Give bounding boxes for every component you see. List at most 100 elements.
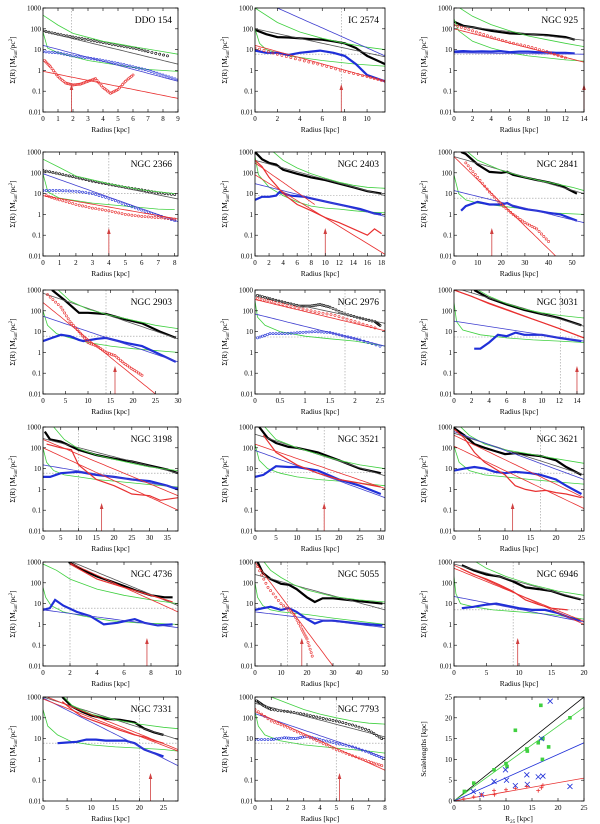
y-tick-label: 0.1 [32, 642, 41, 650]
plot-frame [254, 426, 386, 532]
data-point [119, 358, 122, 362]
data-point [268, 332, 272, 336]
subplot-ngc-5055: 0 10 20 30 40 50 0.01 0.1 1 10 100 1000 Radius [kpc]… [220, 559, 389, 689]
x-tick-label: 30 [146, 534, 154, 542]
x-tick-label: 25 [356, 534, 364, 542]
data-point [131, 46, 135, 50]
series-disk_data [43, 470, 178, 491]
data-point [83, 37, 87, 41]
x-tick-label: 10 [538, 397, 546, 405]
y-tick-label: 0.01 [29, 663, 42, 671]
x-tick-label: 20 [498, 259, 506, 267]
y-tick-label: 0.1 [244, 88, 253, 96]
data-point [540, 783, 545, 788]
x-tick-label: 14 [350, 259, 358, 267]
x-tick-label: 7 [146, 115, 150, 123]
y-tick-label: 0.1 [443, 642, 452, 650]
data-point [471, 794, 476, 799]
data-point [100, 84, 103, 88]
data-point [117, 211, 121, 215]
series-green_upper [458, 8, 584, 47]
data-point [92, 77, 96, 81]
y-tick-label: 1 [250, 349, 254, 357]
data-point [137, 48, 141, 51]
data-point [84, 205, 88, 209]
plot-area [454, 152, 584, 256]
data-point [258, 335, 262, 339]
data-point [309, 309, 313, 313]
data-point [317, 311, 321, 314]
data-point [279, 602, 283, 606]
data-point [91, 78, 94, 82]
data-point [83, 80, 87, 84]
y-tick-label: 10 [34, 190, 42, 198]
series-green_upper [53, 427, 178, 471]
data-point [309, 651, 313, 655]
x-tick-label: 0 [41, 669, 45, 677]
data-point [537, 230, 541, 233]
series-disk_fit [43, 173, 178, 222]
data-point [51, 189, 55, 192]
data-point [140, 373, 144, 377]
data-point [65, 53, 69, 57]
galaxy-name-label: NGC 7331 [131, 705, 173, 715]
data-point [80, 82, 84, 85]
x-tick-label: 0 [253, 259, 257, 267]
data-point [467, 28, 471, 32]
y-tick-label: 10 [246, 600, 254, 608]
y-tick-label: 100 [243, 444, 254, 452]
y-tick-label: 25 [445, 694, 453, 702]
x-tick-label: 50 [382, 669, 390, 677]
series-bulge_data [454, 428, 582, 499]
data-point [461, 796, 466, 801]
data-point [104, 208, 107, 212]
data-point [369, 730, 373, 734]
series-green_lower [43, 447, 178, 488]
data-point [544, 237, 548, 241]
series-bulge_fit [255, 45, 385, 82]
data-point [48, 189, 51, 192]
y-tick-label: 1000 [239, 424, 254, 432]
plot-area [43, 158, 178, 223]
x-tick-label: 15 [548, 669, 556, 677]
data-point [68, 320, 72, 324]
series-disk_fit [255, 611, 385, 628]
data-point [316, 330, 320, 334]
data-point [67, 189, 71, 193]
x-tick-label: 15 [529, 804, 537, 812]
data-point [541, 736, 545, 741]
y-axis-label: Σ(R) [MSun/pc2] [8, 590, 19, 637]
data-point [334, 741, 338, 745]
series-bulge_fit [43, 447, 178, 511]
x-tick-label: 25 [160, 804, 168, 812]
data-point [568, 716, 572, 720]
y-axis-label: Scalelengths [kpc] [419, 721, 428, 777]
data-point [71, 54, 75, 58]
data-point [113, 354, 117, 358]
data-point [77, 55, 81, 59]
series-green_upper [272, 152, 385, 189]
plot-area [454, 290, 584, 350]
x-axis-label: Radius [kpc] [91, 125, 130, 134]
series-one_to_one [454, 697, 584, 801]
data-point [107, 209, 111, 213]
data-point [532, 226, 536, 230]
data-point [287, 736, 291, 740]
data-point [116, 88, 120, 91]
data-point [56, 51, 60, 55]
data-point [305, 637, 309, 641]
data-point [378, 323, 382, 327]
data-point [161, 73, 165, 77]
series-bulge_fit [255, 562, 334, 666]
data-point [307, 644, 311, 648]
x-tick-label: 8 [309, 259, 313, 267]
data-point [298, 331, 302, 334]
data-point [140, 215, 144, 218]
data-point [513, 786, 518, 791]
data-point [289, 56, 293, 60]
series-green_fit [454, 707, 584, 801]
data-point [127, 365, 131, 369]
series-disk_data [255, 465, 382, 496]
data-point [160, 216, 163, 220]
x-tick-label: 20 [136, 804, 144, 812]
